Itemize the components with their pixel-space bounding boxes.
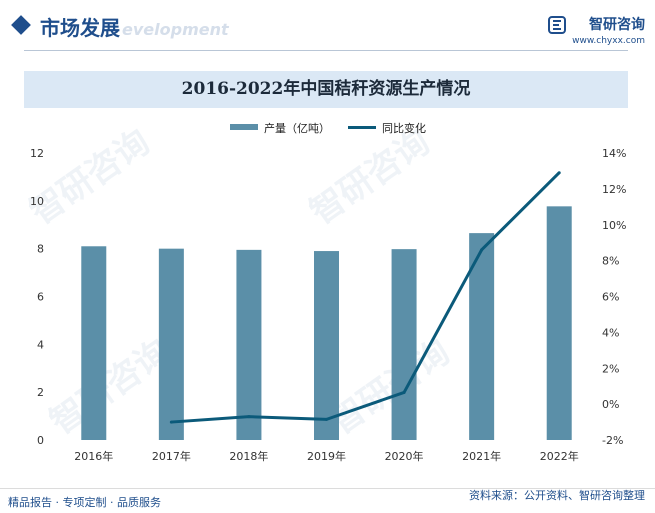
brand-name: 智研咨询 bbox=[589, 17, 645, 33]
x-tick-label: 2019年 bbox=[307, 449, 346, 463]
brand-logo-icon bbox=[548, 16, 567, 34]
x-tick-label: 2020年 bbox=[385, 449, 424, 463]
chart-title: 2016-2022年中国秸秆资源生产情况 bbox=[181, 79, 471, 99]
y-right-tick-label: 12% bbox=[602, 183, 626, 196]
chart-title-band: 2016-2022年中国秸秆资源生产情况 bbox=[24, 71, 628, 108]
line-point bbox=[169, 420, 173, 424]
y-left-tick-label: 4 bbox=[37, 338, 44, 351]
brand: 智研咨询 www.chyxx.com bbox=[548, 14, 645, 46]
legend-bar-swatch bbox=[230, 124, 258, 130]
page-footer: 精品报告 · 专项定制 · 品质服务 资料来源：公开资料、智研咨询整理 bbox=[0, 488, 655, 513]
bar bbox=[81, 246, 107, 440]
y-right-tick-label: 2% bbox=[602, 362, 619, 375]
line-point bbox=[557, 171, 561, 175]
brand-url: www.chyxx.com bbox=[572, 36, 645, 46]
bar bbox=[158, 248, 184, 440]
x-tick-label: 2017年 bbox=[152, 449, 191, 463]
line-point bbox=[402, 390, 406, 394]
y-left-tick-label: 0 bbox=[37, 434, 44, 447]
y-right-tick-label: 14% bbox=[602, 147, 626, 160]
bar bbox=[391, 249, 417, 440]
page-header: 市场发展 evelopment 智研咨询 www.chyxx.com bbox=[0, 0, 655, 60]
y-right-tick-label: 6% bbox=[602, 291, 619, 304]
section-title: 市场发展 bbox=[40, 16, 120, 40]
y-left-tick-label: 8 bbox=[37, 243, 44, 256]
y-right-tick-label: 10% bbox=[602, 219, 626, 232]
diamond-icon bbox=[11, 15, 31, 35]
y-left-tick-label: 12 bbox=[30, 147, 44, 160]
header-divider bbox=[24, 50, 628, 51]
bar bbox=[314, 251, 339, 440]
x-tick-label: 2016年 bbox=[74, 449, 113, 463]
legend-line-label: 同比变化 bbox=[382, 122, 426, 135]
footer-source: 资料来源：公开资料、智研咨询整理 bbox=[469, 489, 645, 502]
y-right-tick-label: 8% bbox=[602, 255, 619, 268]
line-point bbox=[325, 417, 328, 421]
line-series bbox=[171, 171, 561, 424]
section-subtitle: evelopment bbox=[122, 20, 229, 39]
y-right-tick-label: -2% bbox=[602, 434, 623, 447]
legend-line-swatch bbox=[348, 126, 376, 129]
legend-bar-label: 产量（亿吨） bbox=[264, 122, 330, 135]
x-tick-label: 2021年 bbox=[462, 449, 501, 463]
x-tick-label: 2022年 bbox=[540, 449, 579, 463]
y-left-tick-label: 6 bbox=[37, 291, 44, 304]
bar bbox=[236, 249, 262, 440]
footer-tagline: 精品报告 · 专项定制 · 品质服务 bbox=[8, 496, 161, 509]
y-left-tick-label: 10 bbox=[30, 195, 44, 208]
line-point bbox=[480, 248, 484, 252]
y-right-tick-label: 0% bbox=[602, 398, 619, 411]
combo-chart: 0 2 4 6 8 10 12 -2% 0% 2% 4% 6% 8% 10% 12% 14% 2016年 2017… bbox=[30, 147, 626, 463]
y-right-tick-label: 4% bbox=[602, 326, 619, 339]
line-point bbox=[247, 415, 251, 419]
y-left-tick-label: 2 bbox=[37, 386, 44, 399]
bar bbox=[546, 206, 572, 440]
x-tick-label: 2018年 bbox=[229, 449, 268, 463]
